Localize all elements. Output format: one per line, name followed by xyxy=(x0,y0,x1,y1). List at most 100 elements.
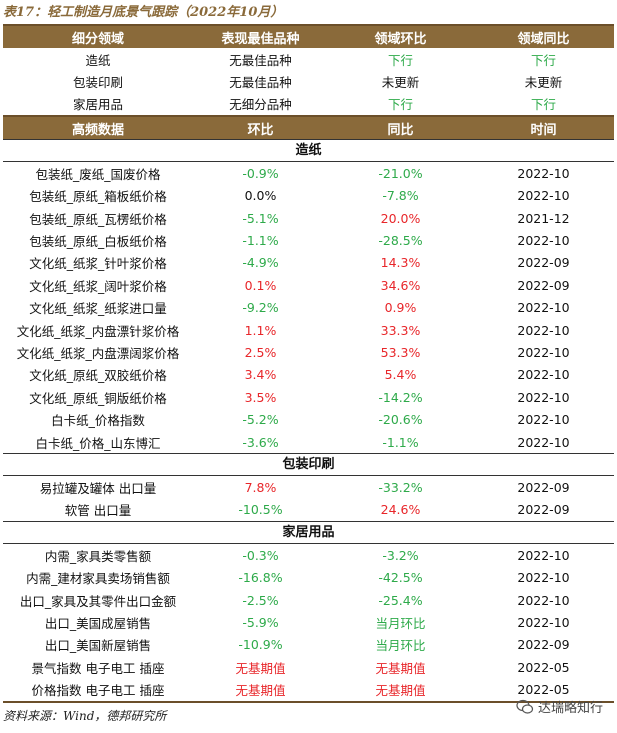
indicator-name: 文化纸_原纸_双胶纸价格 xyxy=(29,368,167,384)
watermark-text: 达瑞略知行 xyxy=(537,701,603,716)
table-row: 出口_美国成屋销售 -5.9% 当月环比 2022-10 xyxy=(3,611,614,633)
mom-value: 3.5% xyxy=(244,389,277,405)
header-cell: 环比 xyxy=(247,122,274,138)
indicator-name: 文化纸_纸浆_针叶浆价格 xyxy=(29,256,167,272)
yoy-value: -3.2% xyxy=(382,547,419,563)
table-row: 内需_家具类零售额 -0.3% -3.2% 2022-10 xyxy=(3,544,614,566)
date-value: 2022-10 xyxy=(517,300,570,316)
mom-value: -16.8% xyxy=(238,570,283,586)
date-value: 2022-09 xyxy=(517,479,570,495)
date-value: 2022-05 xyxy=(517,682,570,698)
indicator-name: 文化纸_纸浆_内盘漂阔浆价格 xyxy=(16,345,180,361)
table-row: 包装纸_原纸_箱板纸价格 0.0% -7.8% 2022-10 xyxy=(3,185,614,207)
yoy-value: 5.4% xyxy=(384,367,417,383)
table-row: 文化纸_纸浆_纸浆进口量 -9.2% 0.9% 2022-10 xyxy=(3,297,614,319)
field-name: 家居用品 xyxy=(72,97,123,113)
field-yoy: 未更新 xyxy=(524,75,563,91)
date-value: 2022-10 xyxy=(517,389,570,405)
yoy-value: 53.3% xyxy=(380,344,421,360)
indicator-name: 白卡纸_价格指数 xyxy=(51,413,145,429)
yoy-value: -7.8% xyxy=(382,188,419,204)
indicator-name: 文化纸_纸浆_内盘漂针浆价格 xyxy=(16,323,180,339)
summary-row: 造纸 无最佳品种 下行 下行 xyxy=(3,48,614,70)
summary-header: 细分领域 表现最佳品种 领域环比 领域同比 xyxy=(3,24,614,48)
yoy-value: 无基期值 xyxy=(375,683,426,699)
wechat-icon xyxy=(516,699,534,714)
yoy-value: 当月环比 xyxy=(375,615,426,631)
table-row: 文化纸_纸浆_内盘漂阔浆价格 2.5% 53.3% 2022-10 xyxy=(3,341,614,363)
indicator-name: 内需_家具类零售额 xyxy=(44,548,152,564)
indicator-name: 包装纸_废纸_国废价格 xyxy=(35,166,161,182)
table-row: 白卡纸_价格指数 -5.2% -20.6% 2022-10 xyxy=(3,408,614,430)
watermark: 达瑞略知行 xyxy=(516,697,603,716)
table-row: 包装纸_废纸_国废价格 -0.9% -21.0% 2022-10 xyxy=(3,162,614,184)
mom-value: -5.9% xyxy=(242,614,279,630)
date-value: 2022-10 xyxy=(517,188,570,204)
yoy-value: -33.2% xyxy=(378,479,423,495)
yoy-value: -14.2% xyxy=(378,389,423,405)
table-row: 文化纸_纸浆_针叶浆价格 -4.9% 14.3% 2022-09 xyxy=(3,252,614,274)
summary-row: 包装印刷 无最佳品种 未更新 未更新 xyxy=(3,70,614,92)
indicator-name: 文化纸_纸浆_阔叶浆价格 xyxy=(29,278,167,294)
date-value: 2022-09 xyxy=(517,502,570,518)
mom-value: 3.4% xyxy=(244,367,277,383)
date-value: 2022-10 xyxy=(517,547,570,563)
mom-value: -9.2% xyxy=(242,300,279,316)
table-row: 易拉罐及罐体 出口量 7.8% -33.2% 2022-09 xyxy=(3,476,614,498)
header-cell: 领域同比 xyxy=(517,31,570,47)
table-row: 文化纸_原纸_铜版纸价格 3.5% -14.2% 2022-10 xyxy=(3,386,614,408)
date-value: 2022-10 xyxy=(517,367,570,383)
field-yoy: 下行 xyxy=(530,52,556,68)
yoy-value: -20.6% xyxy=(378,412,423,428)
table-row: 文化纸_纸浆_内盘漂针浆价格 1.1% 33.3% 2022-10 xyxy=(3,319,614,341)
indicator-name: 内需_建材家具卖场销售额 xyxy=(26,571,170,587)
header-cell: 高频数据 xyxy=(71,122,124,138)
yoy-value: 0.9% xyxy=(384,300,417,316)
table-row: 出口_家具及其零件出口金额 -2.5% -25.4% 2022-10 xyxy=(3,589,614,611)
indicator-name: 文化纸_纸浆_纸浆进口量 xyxy=(29,301,167,317)
indicator-name: 文化纸_原纸_铜版纸价格 xyxy=(29,390,167,406)
mom-value: -2.5% xyxy=(242,592,279,608)
best-variety: 无细分品种 xyxy=(229,97,292,113)
indicator-name: 出口_美国成屋销售 xyxy=(44,615,152,631)
yoy-value: 24.6% xyxy=(380,502,421,518)
mom-value: -1.1% xyxy=(242,233,279,249)
hf-header: 高频数据 环比 同比 时间 xyxy=(3,115,614,140)
table-row: 价格指数 电子电工 插座 无基期值 无基期值 2022-05 xyxy=(3,678,614,703)
date-value: 2022-10 xyxy=(517,322,570,338)
mom-value: -3.6% xyxy=(242,434,279,450)
date-value: 2022-10 xyxy=(517,614,570,630)
data-table: 细分领域 表现最佳品种 领域环比 领域同比 造纸 无最佳品种 下行 下行 包装印刷 无最佳品种 未更… xyxy=(3,24,614,703)
indicator-name: 出口_美国新屋销售 xyxy=(44,638,152,654)
date-value: 2022-10 xyxy=(517,412,570,428)
best-variety: 无最佳品种 xyxy=(229,52,292,68)
yoy-value: 当月环比 xyxy=(375,638,426,654)
header-cell: 时间 xyxy=(530,122,557,138)
summary-row: 家居用品 无细分品种 下行 下行 xyxy=(3,93,614,115)
mom-value: -10.9% xyxy=(238,637,283,653)
indicator-name: 景气指数 电子电工 插座 xyxy=(31,660,165,676)
field-name: 造纸 xyxy=(85,52,111,68)
section-title: 包装印刷 xyxy=(3,453,614,477)
yoy-value: -1.1% xyxy=(382,434,419,450)
header-cell: 细分领域 xyxy=(71,31,124,47)
yoy-value: -21.0% xyxy=(378,165,423,181)
table-row: 白卡纸_价格_山东博汇 -3.6% -1.1% 2022-10 xyxy=(3,431,614,453)
header-cell: 表现最佳品种 xyxy=(221,31,300,47)
indicator-name: 出口_家具及其零件出口金额 xyxy=(19,593,177,609)
mom-value: 1.1% xyxy=(244,322,277,338)
date-value: 2021-12 xyxy=(517,210,570,226)
mom-value: -0.3% xyxy=(242,547,279,563)
date-value: 2022-09 xyxy=(517,637,570,653)
yoy-value: 34.6% xyxy=(380,277,421,293)
date-value: 2022-05 xyxy=(517,659,570,675)
indicator-name: 软管 出口量 xyxy=(64,503,132,519)
field-mom: 下行 xyxy=(387,97,413,113)
field-yoy: 下行 xyxy=(530,97,556,113)
table-row: 包装纸_原纸_瓦楞纸价格 -5.1% 20.0% 2021-12 xyxy=(3,207,614,229)
indicator-name: 价格指数 电子电工 插座 xyxy=(31,683,165,699)
header-cell: 同比 xyxy=(387,122,414,138)
table-row: 出口_美国新屋销售 -10.9% 当月环比 2022-09 xyxy=(3,634,614,656)
section-title: 造纸 xyxy=(3,139,614,163)
yoy-value: -28.5% xyxy=(378,233,423,249)
